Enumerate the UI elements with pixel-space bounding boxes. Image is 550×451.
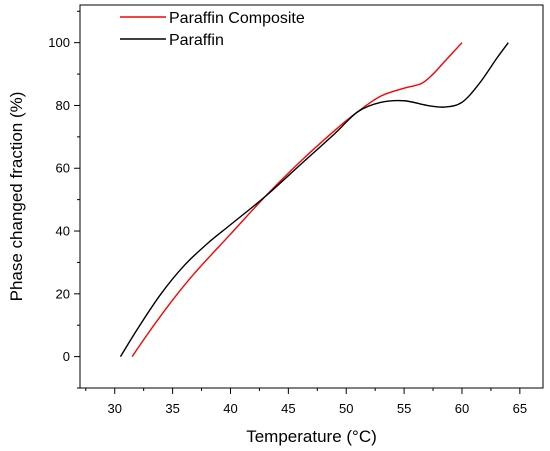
y-tick-label: 20 xyxy=(56,286,70,301)
series-line-1 xyxy=(131,42,463,358)
x-tick-label: 50 xyxy=(339,401,353,416)
x-tick-label: 65 xyxy=(513,401,527,416)
y-axis-ticks: 0 20 40 60 80 100 xyxy=(48,10,80,389)
x-tick-label: 55 xyxy=(397,401,411,416)
x-tick-label: 40 xyxy=(223,401,237,416)
legend-label-1: Paraffin Composite xyxy=(169,10,305,27)
y-axis-title: Phase changed fraction (%) xyxy=(7,92,26,302)
x-tick-label: 45 xyxy=(281,401,295,416)
plot-border xyxy=(79,4,544,389)
legend: Paraffin Composite Paraffin xyxy=(120,10,305,49)
y-tick-label: 60 xyxy=(56,161,70,176)
legend-label-2: Paraffin xyxy=(169,32,224,49)
x-tick-label: 60 xyxy=(455,401,469,416)
x-tick-label: 35 xyxy=(165,401,179,416)
x-axis-ticks: 30 35 40 45 50 55 60 65 xyxy=(85,388,527,416)
y-tick-label: 40 xyxy=(56,224,70,239)
series-layer xyxy=(119,42,509,358)
x-tick-label: 30 xyxy=(107,401,121,416)
y-tick-label: 100 xyxy=(48,35,70,50)
y-tick-label: 0 xyxy=(63,349,70,364)
x-axis-title: Temperature (°C) xyxy=(246,427,377,446)
series-line-2 xyxy=(119,42,509,357)
plot-frame xyxy=(79,4,544,389)
y-tick-label: 80 xyxy=(56,98,70,113)
